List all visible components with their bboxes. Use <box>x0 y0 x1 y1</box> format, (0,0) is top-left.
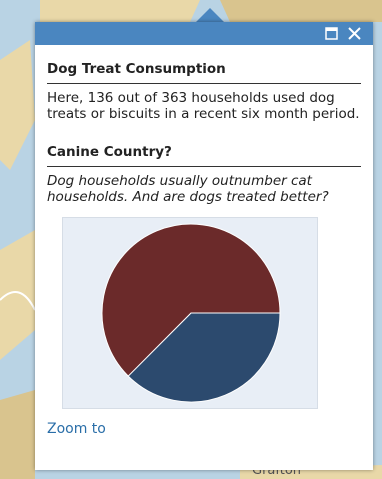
section-text: Dog households usually outnumber cat hou… <box>47 173 329 205</box>
pie-chart <box>62 217 318 409</box>
popup: Dog Treat Consumption Here, 136 out of 3… <box>35 22 373 470</box>
zoom-to-link[interactable]: Zoom to <box>47 421 106 437</box>
popup-pointer <box>196 8 224 22</box>
maximize-bar <box>326 28 337 31</box>
popup-header <box>35 22 373 45</box>
section-title: Canine Country? <box>47 144 361 167</box>
popup-title: Dog Treat Consumption <box>47 61 361 84</box>
popup-text: Here, 136 out of 363 households used dog… <box>47 90 360 122</box>
close-button[interactable] <box>348 27 361 40</box>
popup-controls <box>325 27 361 40</box>
popup-content: Dog Treat Consumption Here, 136 out of 3… <box>35 61 373 437</box>
pie-slice <box>127 312 281 403</box>
pie-slice <box>101 223 281 377</box>
